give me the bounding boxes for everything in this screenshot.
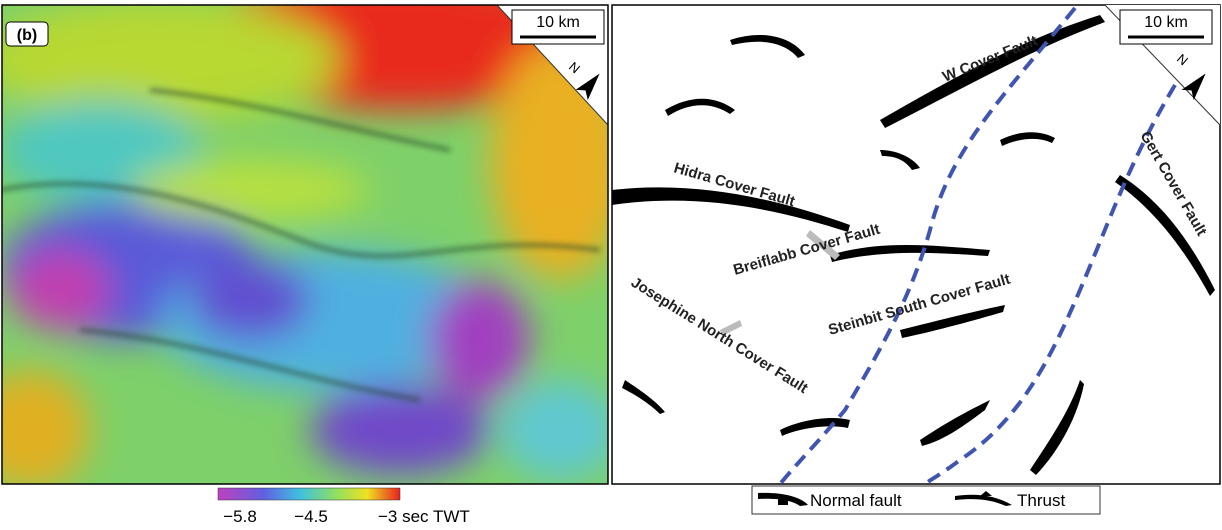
scale-label: 10 km: [536, 14, 580, 31]
legend-label: Thrust: [1017, 491, 1065, 510]
legend-label: Normal fault: [810, 491, 902, 510]
figure: (b) 10 km N W Cover Fault Hidra Cover Fa…: [0, 0, 1222, 530]
panel-label: (b): [17, 27, 37, 44]
scale-label: 10 km: [1144, 14, 1188, 31]
colorbar-label: −5.8: [223, 507, 257, 526]
colorbar-label: −4.5: [294, 507, 328, 526]
fault-map: W Cover Fault Hidra Cover Fault Breiflab…: [612, 5, 1220, 484]
twt-map: [0, 0, 630, 490]
colorbar-label: −3 sec TWT: [378, 507, 470, 526]
colorbar: [218, 488, 400, 500]
